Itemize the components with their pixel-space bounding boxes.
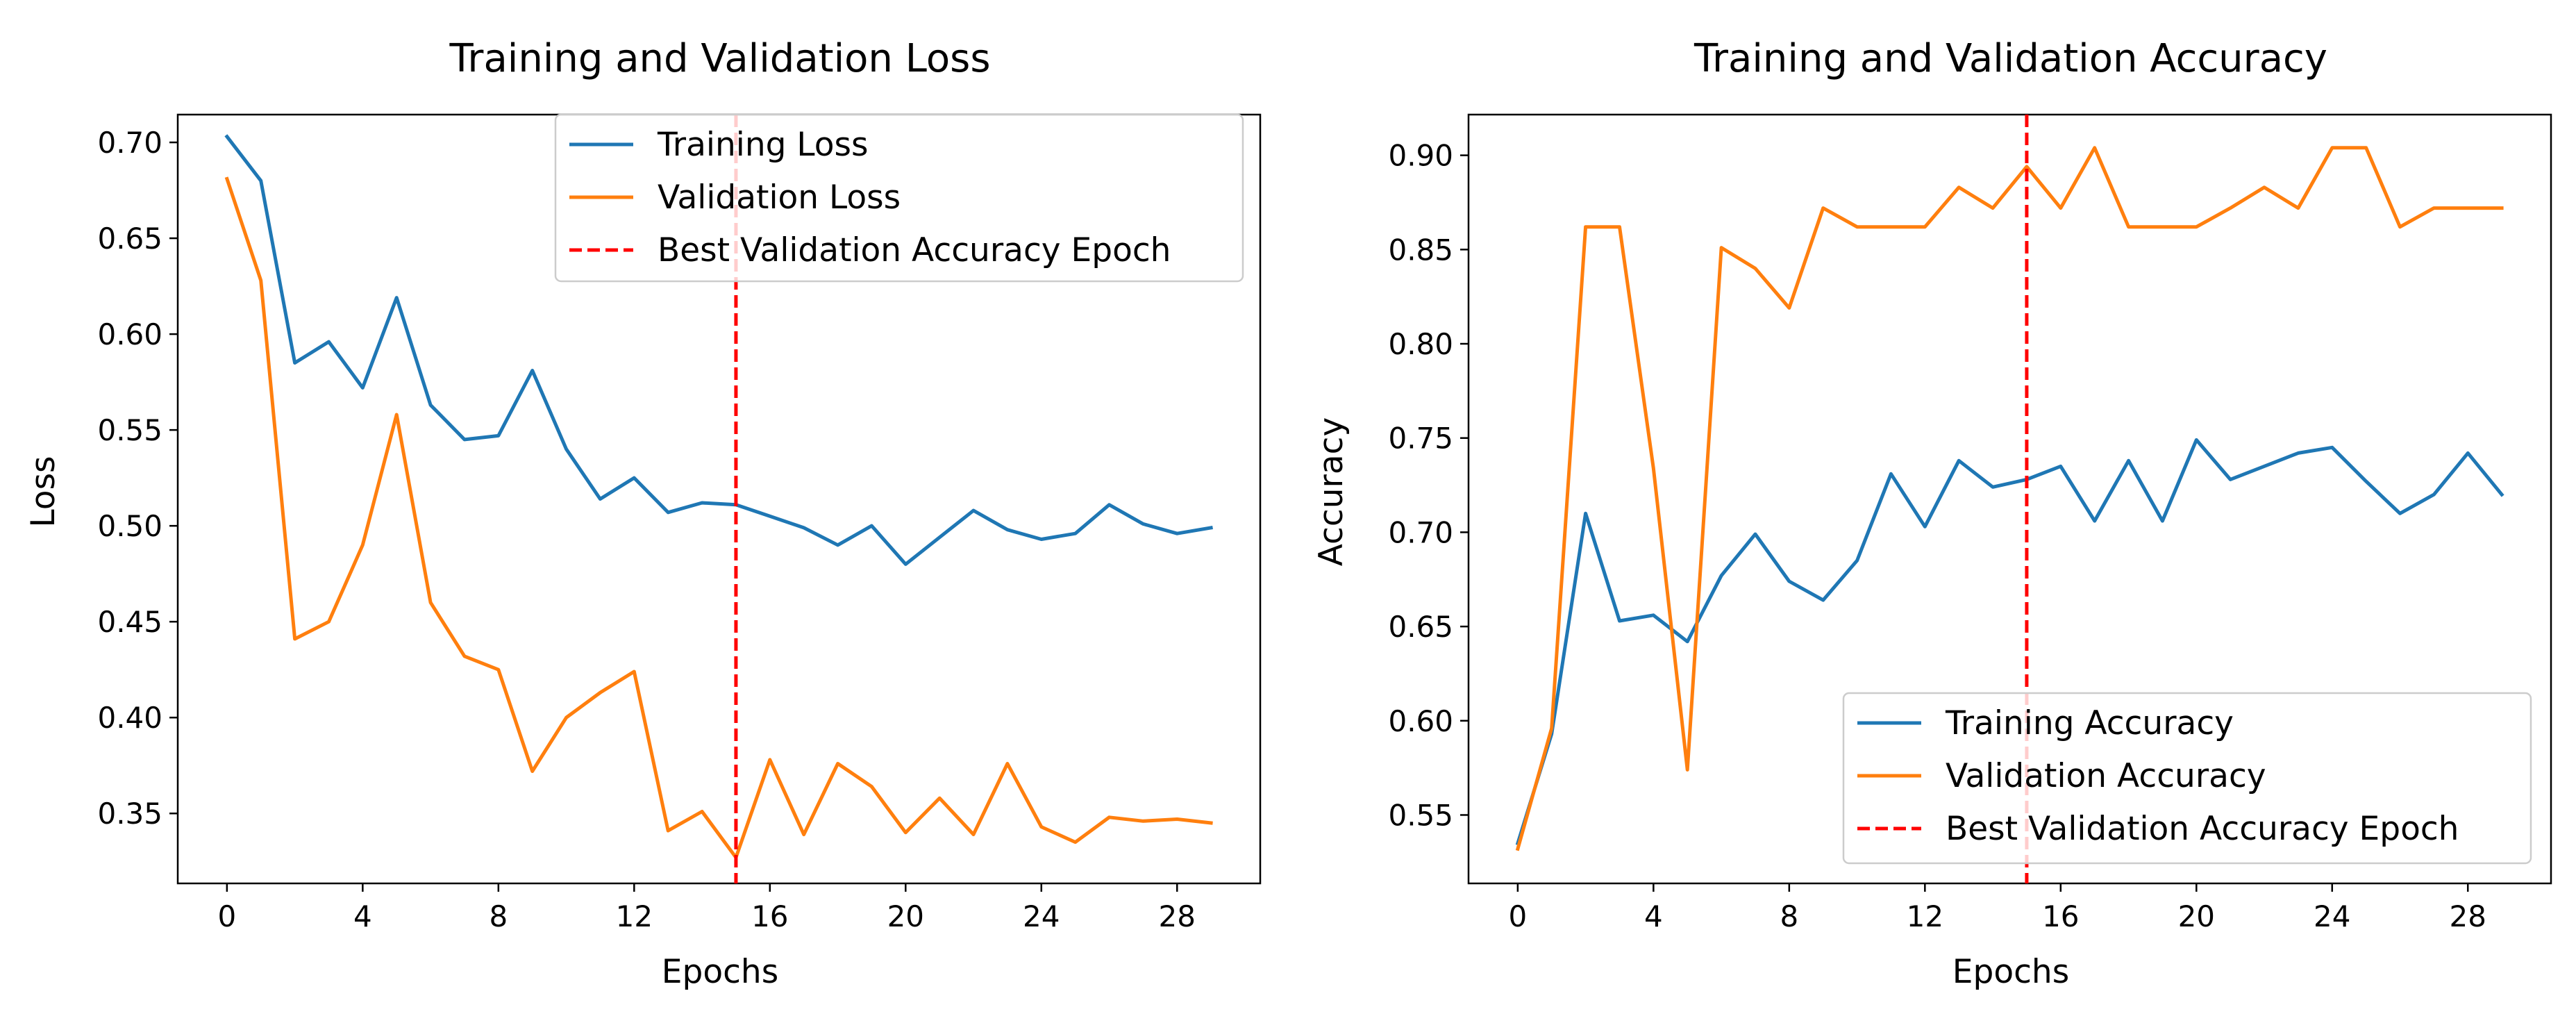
loss-chart-xlabel: Epochs: [662, 953, 778, 991]
accuracy-chart-legend-box: [1842, 692, 2532, 865]
loss-chart-legend-box: [554, 113, 1244, 283]
accuracy-chart-ytick-label: 0.85: [1388, 233, 1453, 267]
accuracy-chart-ytick-label: 0.60: [1388, 704, 1453, 738]
loss-chart-xtick-label: 4: [353, 899, 372, 933]
accuracy-chart-ytick-label: 0.80: [1388, 327, 1453, 361]
loss-chart-series-training-line: [224, 134, 1213, 566]
loss-chart-ytick-label: 0.60: [97, 317, 162, 351]
loss-chart-xtick-label: 20: [887, 899, 924, 933]
loss-chart-ytick-label: 0.40: [97, 701, 162, 735]
accuracy-chart: Training and Validation Accuracy Epochs …: [1312, 36, 2552, 991]
loss-chart-xtick-label: 16: [751, 899, 788, 933]
loss-chart-ytick-label: 0.50: [97, 509, 162, 543]
loss-chart-ytick-label: 0.70: [97, 126, 162, 160]
accuracy-chart-title: Training and Validation Accuracy: [1693, 36, 2327, 81]
accuracy-chart-ytick-label: 0.90: [1388, 139, 1453, 173]
loss-chart-ytick-label: 0.35: [97, 797, 162, 831]
accuracy-chart-xtick-label: 24: [2314, 899, 2350, 933]
loss-chart-legend-label: Validation Loss: [658, 178, 901, 217]
loss-chart-xtick-label: 28: [1159, 899, 1196, 933]
accuracy-chart-xlabel: Epochs: [1952, 953, 2069, 991]
loss-chart-series-validation-line: [224, 176, 1213, 860]
accuracy-chart-xtick-label: 12: [1907, 899, 1943, 933]
accuracy-chart-legend: Training Accuracy Validation Accuracy Best…: [1842, 692, 2532, 865]
loss-chart-legend: Training Loss Validation Loss Best Validat…: [554, 113, 1244, 283]
accuracy-chart-xtick-label: 4: [1644, 899, 1663, 933]
loss-chart-title: Training and Validation Loss: [449, 36, 990, 81]
loss-chart: Training and Validation Loss Epochs Loss…: [24, 36, 1262, 991]
accuracy-chart-series-training-line: [1515, 438, 2504, 846]
loss-chart-legend-label: Training Loss: [657, 126, 868, 164]
accuracy-chart-xtick-label: 8: [1780, 899, 1798, 933]
accuracy-chart-xtick-label: 16: [2042, 899, 2079, 933]
accuracy-chart-ticks: 0 4 8 12 16 20 24 28 0.55 0.60 0.65 0.70 0.75 0.80 0.8…: [1388, 139, 2486, 933]
loss-chart-ytick-label: 0.55: [97, 413, 162, 447]
accuracy-chart-legend-label: Training Accuracy: [1945, 704, 2234, 742]
loss-chart-ytick-label: 0.65: [97, 222, 162, 256]
loss-chart-ylabel: Loss: [24, 456, 62, 527]
accuracy-chart-xtick-label: 0: [1508, 899, 1527, 933]
accuracy-chart-ytick-label: 0.55: [1388, 798, 1453, 832]
loss-chart-xtick-label: 12: [616, 899, 653, 933]
loss-chart-ticks: 0 4 8 12 16 20 24 28 0.35 0.40 0.45 0.50 0.55 0.60 0.6…: [97, 126, 1196, 933]
accuracy-chart-legend-label: Best Validation Accuracy Epoch: [1946, 810, 2459, 848]
accuracy-chart-series-validation-line: [1515, 146, 2504, 851]
loss-chart-ytick-label: 0.45: [97, 605, 162, 639]
accuracy-chart-legend-label: Validation Accuracy: [1946, 757, 2266, 795]
accuracy-chart-ytick-label: 0.70: [1388, 515, 1453, 549]
loss-chart-xtick-label: 0: [217, 899, 236, 933]
accuracy-chart-axes-frame: [1467, 113, 2552, 885]
accuracy-chart-ytick-label: 0.75: [1388, 422, 1453, 456]
accuracy-chart-xtick-label: 20: [2178, 899, 2215, 933]
loss-chart-xtick-label: 8: [489, 899, 508, 933]
accuracy-chart-ylabel: Accuracy: [1312, 417, 1350, 567]
accuracy-chart-xtick-label: 28: [2450, 899, 2486, 933]
accuracy-chart-ytick-label: 0.65: [1388, 610, 1453, 644]
loss-chart-legend-label: Best Validation Accuracy Epoch: [658, 231, 1171, 269]
loss-chart-xtick-label: 24: [1023, 899, 1060, 933]
